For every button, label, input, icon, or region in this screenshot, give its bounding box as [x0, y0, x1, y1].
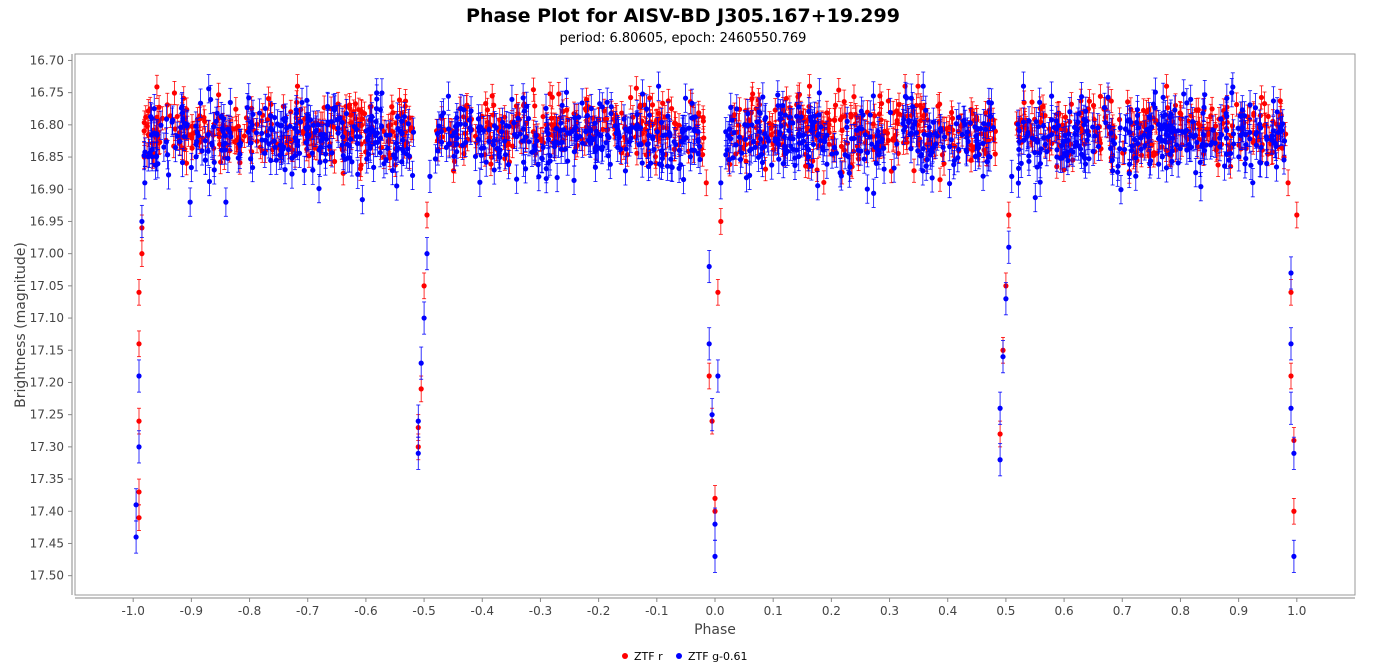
ztf-r-point — [762, 157, 769, 182]
ztf-r-point — [839, 118, 845, 143]
x-tick-label: -0.4 — [471, 604, 494, 618]
y-tick-label: 16.70 — [30, 53, 64, 67]
ztf-r-point — [532, 93, 538, 118]
y-tick-label: 17.35 — [30, 472, 64, 486]
ztf-r-point — [1258, 85, 1265, 110]
y-tick-label: 17.00 — [30, 247, 64, 261]
x-tick-label: -1.0 — [121, 604, 144, 618]
ztf-r-point — [1234, 92, 1240, 117]
x-tick-label: -0.7 — [296, 604, 319, 618]
ztf-r-point — [841, 89, 847, 114]
y-tick-label: 17.50 — [30, 569, 64, 583]
ztf-r-point — [233, 97, 239, 122]
ztf-r-point — [154, 74, 160, 99]
y-tick-label: 16.90 — [30, 182, 64, 196]
data-layer — [133, 71, 1300, 573]
ztf-r-point — [750, 81, 756, 106]
y-tick-label: 17.45 — [30, 536, 64, 550]
y-tick-label: 17.25 — [30, 408, 64, 422]
ztf-r-point — [265, 86, 272, 111]
ztf-r-point — [937, 167, 943, 192]
y-tick-label: 17.05 — [30, 279, 64, 293]
ztf-r-point — [917, 93, 923, 118]
x-tick-label: 0.9 — [1229, 604, 1248, 618]
x-tick-label: -0.8 — [238, 604, 261, 618]
x-axis-label: Phase — [694, 622, 736, 638]
x-tick-label: 0.6 — [1055, 604, 1074, 618]
ztf-r-point — [727, 152, 733, 177]
ztf-r-point — [547, 81, 553, 106]
y-tick-label: 17.20 — [30, 375, 64, 389]
ztf-r-point — [992, 119, 998, 144]
ztf-r-point — [832, 93, 839, 118]
x-tick-label: 0.2 — [822, 604, 841, 618]
ztf-r-point — [1086, 89, 1092, 114]
y-axis-ticks: 16.70 16.75 16.80 16.85 16.90 16.95 17.00 17.05… — [30, 53, 72, 583]
x-tick-label: 0.8 — [1171, 604, 1190, 618]
ztf-r-point — [331, 149, 338, 174]
y-tick-label: 16.80 — [30, 118, 64, 132]
ztf-r-point — [660, 91, 666, 116]
y-tick-label: 16.95 — [30, 214, 64, 228]
legend-marker-ztf-r — [622, 653, 628, 659]
legend-marker-ztf-g — [676, 653, 682, 659]
x-tick-label: 0.4 — [938, 604, 957, 618]
ztf-r-point — [1261, 91, 1268, 116]
ztf-r-point — [700, 109, 706, 134]
chart-title: Phase Plot for AISV-BD J305.167+19.299 — [466, 5, 900, 27]
x-tick-label: 0.7 — [1113, 604, 1132, 618]
chart-subtitle: period: 6.80605, epoch: 2460550.769 — [560, 31, 807, 46]
ztf-r-point — [556, 81, 562, 106]
ztf-r-point — [1209, 96, 1215, 121]
y-tick-label: 17.40 — [30, 504, 64, 518]
y-tick-label: 17.10 — [30, 311, 64, 325]
x-tick-label: -0.5 — [412, 604, 435, 618]
legend-label-ztf-r: ZTF r — [634, 650, 663, 663]
x-axis-ticks: -1.0 -0.9 -0.8 -0.7 -0.6 -0.5 -0.4 -0.3 -0.2 -0.1… — [121, 598, 1306, 618]
ztf-r-point — [241, 123, 247, 148]
x-tick-label: -0.1 — [645, 604, 668, 618]
ztf-r-point — [183, 151, 190, 176]
x-tick-label: -0.6 — [354, 604, 377, 618]
ztf-r-point — [530, 77, 536, 102]
x-tick-label: 0.3 — [880, 604, 899, 618]
legend: ZTF r ZTF g-0.61 — [622, 650, 748, 663]
ztf-r-point — [1097, 84, 1103, 109]
ztf-r-point — [870, 111, 876, 136]
x-tick-label: -0.3 — [529, 604, 552, 618]
ztf-r-point — [216, 82, 222, 107]
x-tick-label: 0.5 — [996, 604, 1015, 618]
x-tick-label: 1.0 — [1287, 604, 1306, 618]
ztf-r-point — [911, 158, 917, 183]
ztf-r-point — [1029, 90, 1035, 115]
x-tick-label: 0.1 — [764, 604, 783, 618]
ztf-r-point — [841, 138, 848, 163]
ztf-r-point — [851, 84, 857, 109]
legend-label-ztf-g: ZTF g-0.61 — [688, 650, 748, 663]
ztf-r-point — [749, 86, 755, 111]
ztf-r-point — [641, 93, 648, 118]
ztf-r-point — [548, 106, 554, 131]
ztf-r-point — [483, 91, 489, 116]
ztf-r-point — [488, 152, 494, 177]
ztf-r-point — [189, 136, 195, 161]
ztf-r-point — [141, 110, 147, 135]
ztf-r-point — [390, 100, 396, 125]
y-axis-label: Brightness (magnitude) — [13, 242, 29, 408]
ztf-r-point — [668, 96, 675, 121]
y-tick-label: 16.85 — [30, 150, 64, 164]
x-tick-label: -0.9 — [180, 604, 203, 618]
x-tick-label: 0.0 — [705, 604, 724, 618]
y-tick-label: 16.75 — [30, 86, 64, 100]
ztf-r-point — [619, 101, 625, 126]
ztf-r-point — [288, 99, 294, 124]
y-tick-label: 17.15 — [30, 343, 64, 357]
x-tick-label: -0.2 — [587, 604, 610, 618]
y-tick-label: 17.30 — [30, 440, 64, 454]
